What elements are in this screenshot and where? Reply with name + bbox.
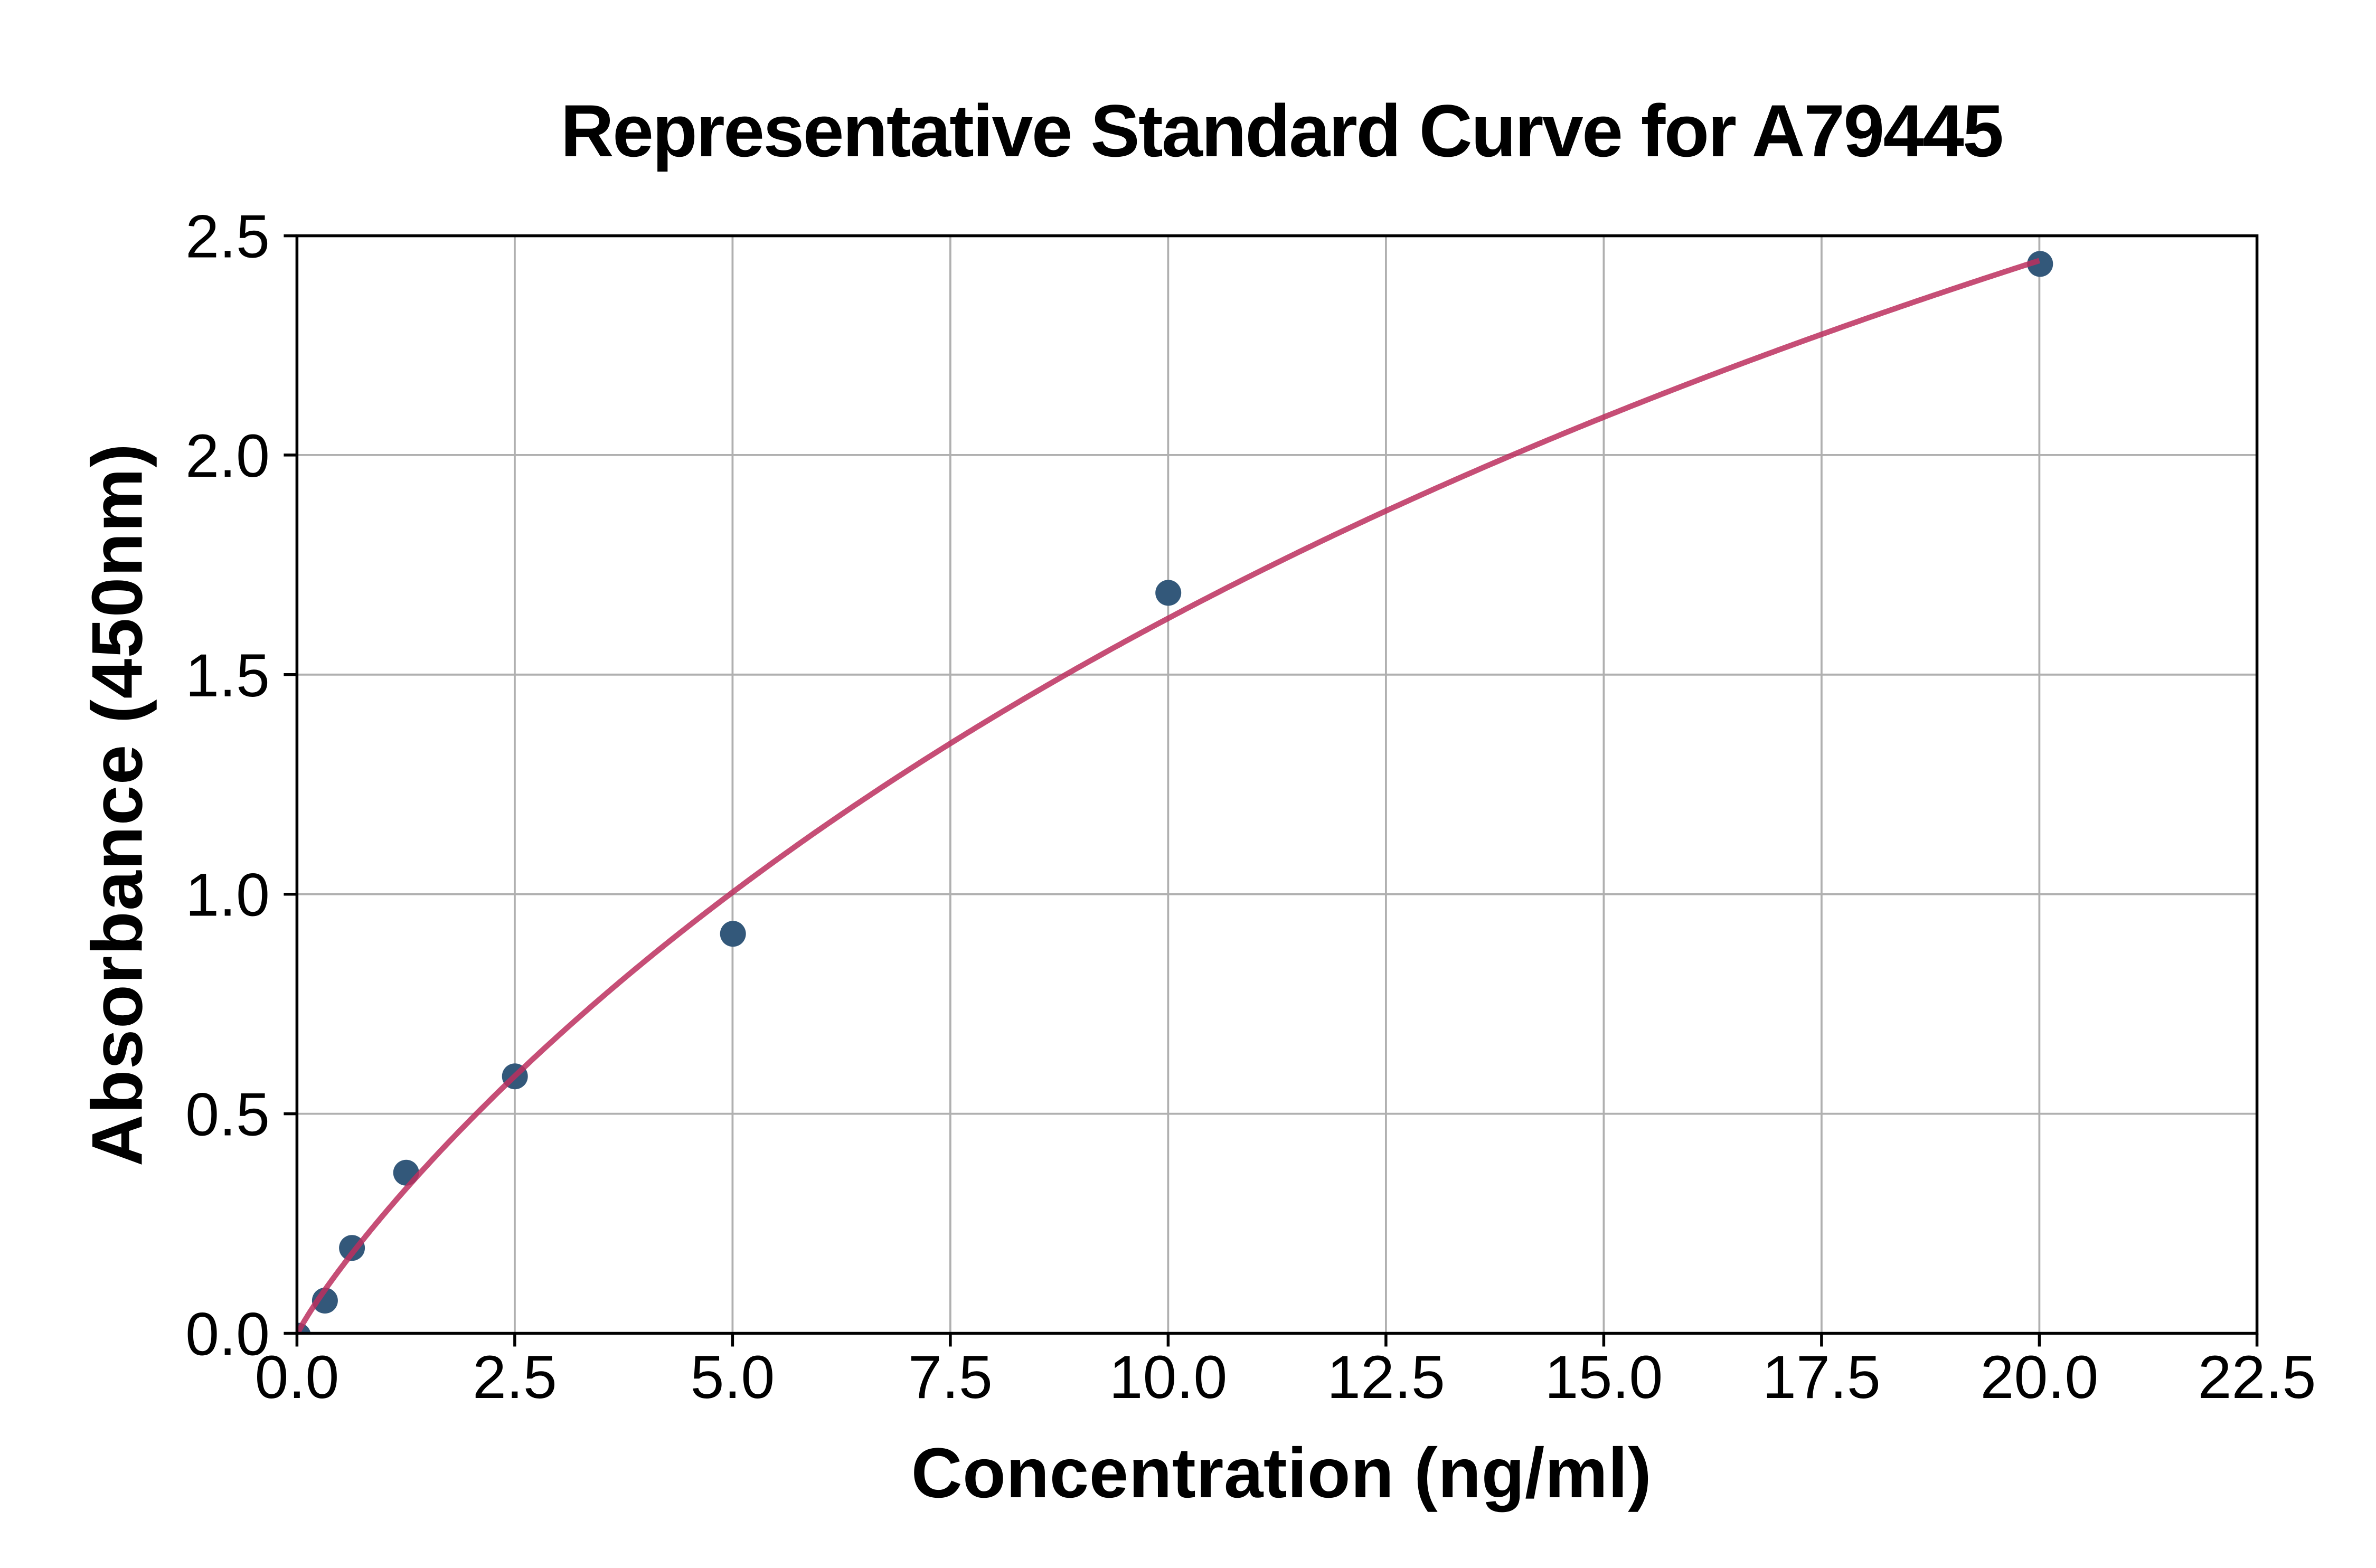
svg-text:1.0: 1.0 [185, 862, 270, 929]
svg-text:7.5: 7.5 [908, 1344, 993, 1411]
svg-text:22.5: 22.5 [2198, 1344, 2316, 1411]
svg-text:5.0: 5.0 [690, 1344, 775, 1411]
svg-text:2.5: 2.5 [185, 203, 270, 271]
svg-text:2.5: 2.5 [473, 1344, 557, 1411]
svg-text:20.0: 20.0 [1980, 1344, 2098, 1411]
svg-text:0.5: 0.5 [185, 1081, 270, 1149]
svg-text:10.0: 10.0 [1109, 1344, 1227, 1411]
svg-text:17.5: 17.5 [1762, 1344, 1881, 1411]
svg-text:1.5: 1.5 [185, 642, 270, 710]
svg-text:0.0: 0.0 [185, 1301, 270, 1368]
svg-text:12.5: 12.5 [1327, 1344, 1445, 1411]
svg-text:0.0: 0.0 [254, 1344, 339, 1411]
svg-text:Representative Standard Curve: Representative Standard Curve for A79445 [561, 89, 2003, 172]
svg-text:2.0: 2.0 [185, 422, 270, 490]
svg-text:Concentration (ng/ml): Concentration (ng/ml) [911, 1434, 1652, 1513]
svg-text:15.0: 15.0 [1544, 1344, 1663, 1411]
svg-text:Absorbance (450nm): Absorbance (450nm) [77, 443, 157, 1166]
